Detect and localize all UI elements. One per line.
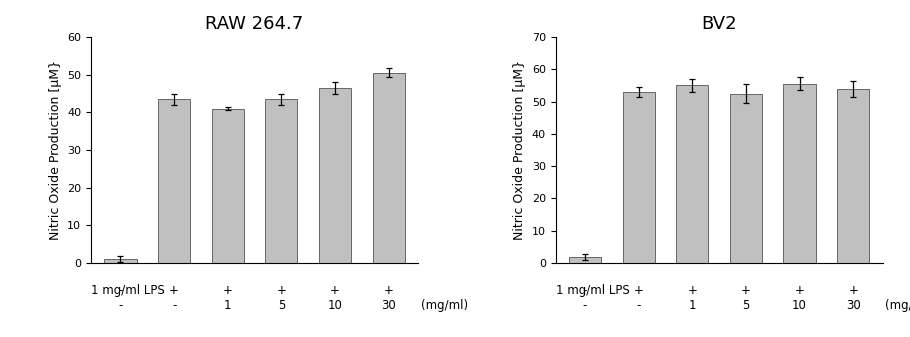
Y-axis label: Nitric Oxide Production [μM}: Nitric Oxide Production [μM} (48, 60, 62, 240)
Text: +: + (633, 284, 643, 297)
Bar (158, 99, 190, 263)
Y-axis label: Nitric Oxide Production [μM}: Nitric Oxide Production [μM} (513, 60, 526, 240)
Text: -: - (636, 299, 641, 312)
Title: BV2: BV2 (702, 15, 737, 33)
Text: 1 mg/ml LPS: 1 mg/ml LPS (91, 284, 165, 297)
Bar (622, 92, 655, 263)
Bar (266, 99, 298, 263)
Text: -: - (118, 284, 123, 297)
Text: 30: 30 (381, 299, 396, 312)
Bar (105, 259, 136, 263)
Text: -: - (583, 299, 587, 312)
Bar (569, 257, 602, 263)
Text: +: + (330, 284, 340, 297)
Bar (212, 109, 244, 263)
Text: (mg/ml): (mg/ml) (885, 299, 910, 312)
Bar (837, 89, 869, 263)
Text: +: + (794, 284, 804, 297)
Title: RAW 264.7: RAW 264.7 (206, 15, 304, 33)
Text: 5: 5 (278, 299, 285, 312)
Bar (372, 73, 405, 263)
Text: +: + (223, 284, 233, 297)
Text: +: + (687, 284, 697, 297)
Bar (318, 88, 351, 263)
Text: 1: 1 (689, 299, 696, 312)
Text: 30: 30 (845, 299, 861, 312)
Bar (676, 86, 708, 263)
Text: -: - (118, 299, 123, 312)
Text: +: + (741, 284, 751, 297)
Text: +: + (169, 284, 179, 297)
Text: 1: 1 (224, 299, 231, 312)
Text: +: + (277, 284, 287, 297)
Bar (784, 84, 815, 263)
Text: -: - (583, 284, 587, 297)
Text: +: + (384, 284, 394, 297)
Text: 1 mg/ml LPS: 1 mg/ml LPS (555, 284, 630, 297)
Text: -: - (172, 299, 177, 312)
Text: 10: 10 (792, 299, 807, 312)
Text: +: + (848, 284, 858, 297)
Text: 5: 5 (743, 299, 750, 312)
Bar (730, 93, 762, 263)
Text: (mg/ml): (mg/ml) (421, 299, 468, 312)
Text: 10: 10 (328, 299, 342, 312)
